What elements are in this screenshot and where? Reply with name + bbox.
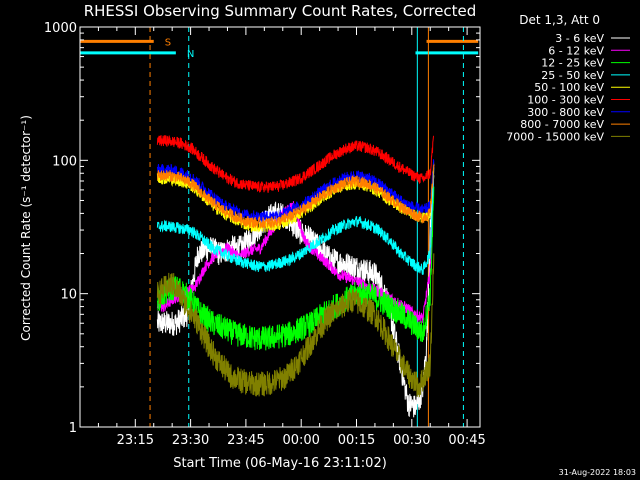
plot-frame	[79, 26, 481, 428]
flag-label: N	[187, 49, 194, 60]
x-tick-label: 00:00	[282, 433, 319, 448]
y-axis-label: Corrected Count Rate (s⁻¹ detector⁻¹)	[19, 115, 33, 341]
x-tick-label: 23:30	[172, 433, 209, 448]
legend-label: 12 - 25 keV	[541, 57, 604, 70]
chart-title: RHESSI Observing Summary Count Rates, Co…	[84, 2, 477, 20]
series-line	[156, 253, 435, 398]
legend-label: 3 - 6 keV	[555, 32, 604, 45]
y-tick-label: 1	[69, 421, 77, 436]
legend-label: 50 - 100 keV	[534, 81, 604, 94]
y-tick-label: 100	[52, 154, 77, 169]
x-tick-label: 23:45	[227, 433, 264, 448]
x-tick-label: 00:15	[338, 433, 375, 448]
legend-header: Det 1,3, Att 0	[519, 13, 600, 27]
plot-area: SN	[80, 27, 479, 427]
series-line	[156, 167, 435, 275]
flag-label: S	[165, 37, 171, 48]
y-tick-label: 1000	[44, 21, 77, 36]
series-line	[156, 135, 434, 193]
x-tick-label: 00:45	[448, 433, 485, 448]
x-tick-label: 23:15	[117, 433, 154, 448]
legend-label: 300 - 800 keV	[527, 106, 604, 119]
legend-label: 6 - 12 keV	[548, 44, 604, 57]
footer-timestamp: 31-Aug-2022 18:03	[559, 468, 636, 477]
legend-label: 800 - 7000 keV	[520, 118, 604, 131]
axes: 23:15 23:30 23:45 00:00 00:15 00:30 00:45 1 10 10…	[44, 21, 486, 448]
series-line	[156, 164, 435, 229]
series-line	[156, 186, 435, 351]
x-tick-label: 00:30	[393, 433, 430, 448]
x-axis-label: Start Time (06-May-16 23:11:02)	[173, 456, 387, 471]
y-tick-label: 10	[60, 288, 77, 303]
legend-label: 7000 - 15000 keV	[506, 130, 604, 143]
legend-label: 100 - 300 keV	[527, 94, 604, 107]
legend-label: 25 - 50 keV	[541, 69, 604, 82]
